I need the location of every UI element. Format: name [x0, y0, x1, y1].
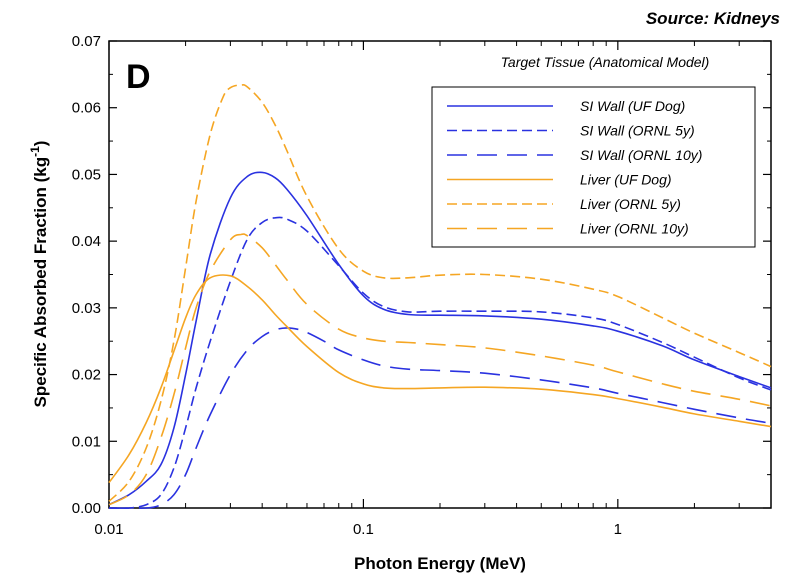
x-tick-label: 0.1 [353, 521, 374, 538]
y-tick-label: 0.06 [72, 100, 101, 117]
legend-label-4: Liver (UF Dog) [580, 172, 672, 188]
axis-ticks [108, 40, 772, 509]
legend-label-3: SI Wall (ORNL 10y) [580, 147, 702, 163]
y-tick-label: 0.05 [72, 166, 101, 183]
y-tick-label: 0.07 [72, 33, 101, 50]
x-axis-title: Photon Energy (MeV) [354, 554, 526, 573]
series-line-3 [108, 327, 772, 510]
series-line-5 [108, 84, 772, 502]
legend-label-6: Liver (ORNL 10y) [580, 221, 689, 237]
y-tick-label: 0.01 [72, 433, 101, 450]
legend-title: Target Tissue (Anatomical Model) [501, 54, 710, 70]
legend-label-5: Liver (ORNL 5y) [580, 196, 681, 212]
legend-label-1: SI Wall (UF Dog) [580, 98, 685, 114]
y-axis-title-main: Specific Absorbed Fraction (kg [31, 157, 50, 408]
legend-box [431, 86, 756, 248]
y-tick-label: 0.03 [72, 300, 101, 317]
series-line-4 [108, 274, 772, 484]
legend-label-2: SI Wall (ORNL 5y) [580, 123, 695, 139]
y-tick-label: 0.02 [72, 367, 101, 384]
series-lines [108, 84, 772, 510]
y-axis-title: Specific Absorbed Fraction (kg-1) [28, 141, 50, 408]
legend: SI Wall (UF Dog) SI Wall (ORNL 5y) SI Wall… [431, 86, 756, 248]
series-line-1 [108, 171, 772, 506]
y-tick-label: 0.04 [72, 233, 101, 250]
y-axis-title-superscript: -1 [28, 146, 42, 157]
x-tick-label: 1 [614, 521, 622, 538]
x-tick-label: 0.01 [94, 521, 123, 538]
source-label: Source: Kidneys [646, 9, 780, 28]
axis-tick-labels: 0.00 0.01 0.02 0.03 0.04 0.05 0.06 0.07 0.01 0.1 1 [72, 33, 622, 538]
y-axis-title-close: ) [31, 141, 50, 147]
series-line-2 [108, 216, 772, 510]
series-line-6 [108, 233, 772, 506]
panel-letter: D [126, 58, 151, 96]
y-tick-label: 0.00 [72, 500, 101, 517]
